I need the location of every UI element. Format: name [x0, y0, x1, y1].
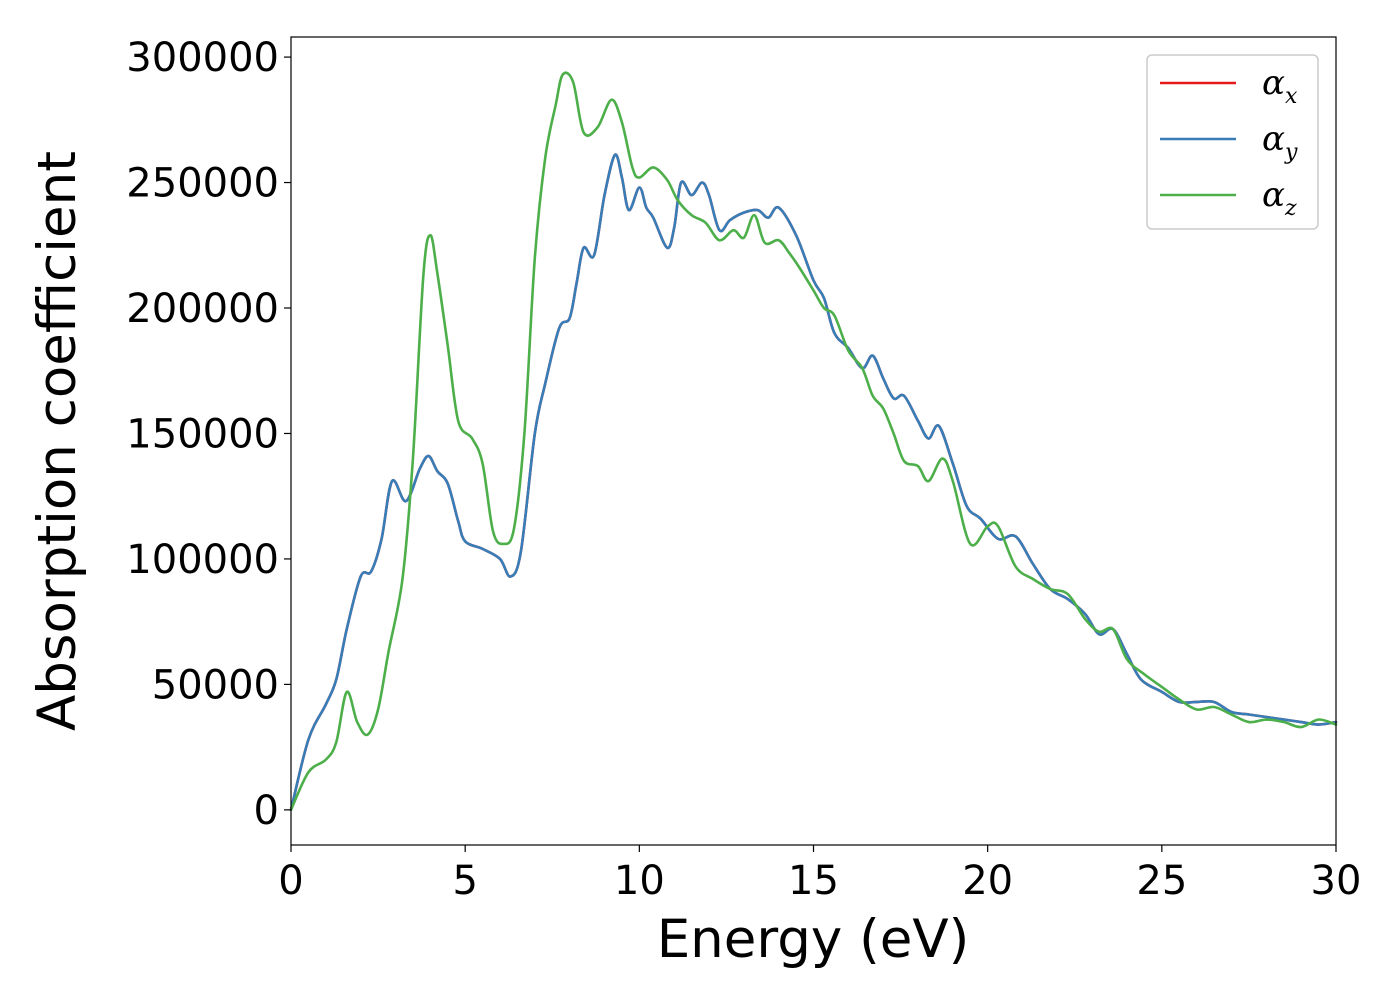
legend-box [1146, 54, 1319, 230]
x-tick-label: 10 [614, 858, 665, 904]
y-tick-label: 0 [254, 788, 279, 834]
y-axis-title: Absorption coefficient [27, 151, 88, 731]
series-layer [289, 71, 1338, 812]
x-tick-label: 30 [1311, 858, 1362, 904]
x-tick-label: 25 [1136, 858, 1187, 904]
y-axis-ticks: 0 50000 100000 150000 200000 250000 300000 [126, 35, 291, 834]
x-tick-label: 20 [962, 858, 1013, 904]
x-tick-label: 15 [788, 858, 839, 904]
y-tick-label: 150000 [126, 411, 279, 457]
series-line-y [289, 153, 1338, 812]
x-tick-label: 5 [452, 858, 477, 904]
x-axis-ticks: 0 5 10 15 20 25 30 [278, 845, 1361, 904]
series-line-z [289, 71, 1338, 812]
x-tick-label: 0 [278, 858, 303, 904]
x-axis-title: Energy (eV) [657, 909, 970, 970]
y-tick-label: 200000 [126, 286, 279, 332]
y-tick-label: 300000 [126, 35, 279, 81]
y-tick-label: 250000 [126, 161, 279, 207]
y-tick-label: 50000 [152, 662, 279, 708]
y-tick-label: 100000 [126, 537, 279, 583]
